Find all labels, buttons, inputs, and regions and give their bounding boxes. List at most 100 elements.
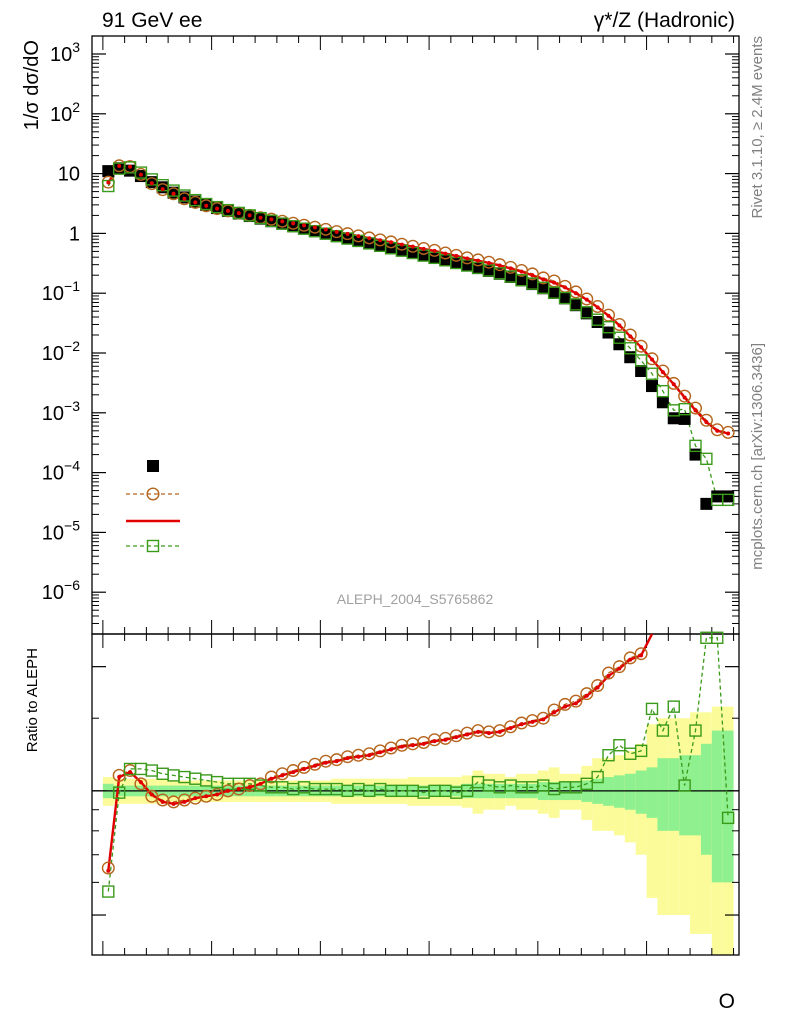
aleph-point (667, 412, 680, 425)
y-tick-base: 1 (69, 223, 80, 245)
herwig7-point (569, 298, 583, 311)
ratio-herwigpp-ueee5-point (486, 731, 491, 736)
herwigpp-ueee5-point (193, 200, 198, 205)
herwigpp-ueee5-point (258, 215, 263, 220)
herwigpp-ueee5-point (639, 345, 644, 350)
legend-marker (146, 539, 160, 553)
ratio-herwigpp-ueee5-point (236, 787, 241, 792)
y-tick-exponent: −1 (64, 278, 80, 294)
ratio-herwigpp-ueee5-point (247, 785, 252, 790)
herwigpp-ueee5-point (628, 334, 633, 339)
uncertainty-band-inner (613, 775, 625, 808)
herwigpp-ueee5-point (519, 269, 524, 274)
y-tick-exponent: −4 (64, 458, 80, 474)
herwigpp-default-point (721, 425, 735, 439)
herwigpp-default-point (667, 376, 681, 390)
ratio-herwigpp-default-point (536, 711, 550, 725)
y-tick-label: 10−6 (42, 577, 80, 604)
uncertainty-band-inner (722, 730, 734, 883)
aleph-point (711, 490, 724, 503)
y-tick-label: 10−1 (42, 278, 80, 305)
herwigpp-ueee5-point (399, 242, 404, 247)
aleph-point (124, 164, 137, 177)
herwigpp-ueee5-point (215, 206, 220, 211)
herwigpp-ueee5-point (497, 263, 502, 268)
herwigpp-ueee5-point (552, 280, 557, 285)
legend (126, 460, 180, 553)
rivet-label: Rivet 3.1.10, ≥ 2.4M events (749, 36, 766, 219)
y-tick-exponent: 2 (72, 99, 80, 115)
herwig7-point (700, 452, 713, 466)
herwigpp-ueee5-point (280, 219, 285, 224)
herwigpp-ueee5-point (573, 291, 578, 296)
herwigpp-ueee5-point (650, 357, 655, 362)
herwigpp-ueee5-point (715, 428, 720, 433)
ratio-herwigpp-ueee5-point (378, 750, 383, 755)
herwigpp-ueee5-point (726, 431, 731, 436)
ratio-herwigpp-ueee5-point (454, 735, 459, 740)
herwigpp-ueee5-point (323, 227, 328, 232)
y-tick-base: 10 (50, 44, 72, 66)
uncertainty-band-inner (700, 743, 712, 855)
aleph-point (102, 165, 115, 178)
herwig7-point (134, 166, 148, 179)
uncertainty-band-inner (679, 755, 691, 836)
herwigpp-ueee5-point (367, 236, 372, 241)
herwigpp-ueee5-point (160, 187, 165, 192)
ratio-herwigpp-ueee5-point (617, 666, 622, 671)
ratio-herwigpp-ueee5-point (149, 792, 154, 797)
aleph-point (559, 292, 572, 305)
herwig7-point (558, 291, 572, 305)
ratio-herwigpp-default-point (569, 694, 583, 708)
herwigpp-ueee5-point (704, 420, 709, 425)
ratio-herwigpp-ueee5-point (606, 673, 611, 678)
ratio-herwig7-point (460, 784, 474, 798)
herwigpp-ueee5-point (465, 256, 470, 261)
ratio-herwigpp-ueee5-point (345, 756, 350, 761)
ratio-herwigpp-ueee5-point (193, 796, 198, 801)
aleph-point (515, 274, 528, 287)
herwigpp-ueee5-point (117, 164, 122, 169)
ratio-herwigpp-ueee5-point (432, 739, 437, 744)
herwig7-point (678, 402, 691, 416)
ratio-herwig7-point (112, 786, 126, 799)
herwigpp-default-point (699, 413, 713, 427)
y-tick-label: 102 (50, 99, 80, 126)
ratio-herwigpp-ueee5-point (530, 719, 535, 724)
ratio-herwigpp-ueee5-point (117, 775, 122, 780)
herwigpp-ueee5-point (530, 273, 535, 278)
aleph-point (624, 351, 637, 364)
aleph-point (678, 412, 691, 425)
header-left: 91 GeV ee (102, 9, 202, 32)
herwigpp-ueee5-point (693, 408, 698, 413)
ratio-herwig7-point (634, 744, 648, 758)
y-tick-label: 10−3 (42, 398, 80, 425)
aleph-point (417, 249, 430, 262)
header-right: γ*/Z (Hadronic) (594, 9, 735, 32)
ratio-herwigpp-ueee5-point (639, 653, 644, 658)
ratio-herwigpp-default-point (101, 861, 115, 875)
ratio-herwig7-point (711, 631, 724, 644)
aleph-point (319, 227, 332, 240)
ratio-herwigpp-ueee5-point (421, 741, 426, 746)
uncertainty-band-inner (624, 773, 636, 810)
ratio-herwig7-point (656, 724, 670, 737)
legend-marker (146, 487, 160, 501)
herwig7-point (602, 321, 615, 334)
aleph-point (700, 497, 713, 510)
uncertainty-band-inner (635, 770, 647, 814)
ratio-herwigpp-ueee5-point (302, 766, 307, 771)
main-frame (91, 35, 740, 635)
ratio-herwigpp-ueee5-point (497, 729, 502, 734)
aleph-point (656, 396, 669, 409)
ratio-herwigpp-ueee5-point (584, 693, 589, 698)
ratio-herwigpp-default-point (547, 703, 561, 717)
y-tick-label: 1 (69, 223, 80, 245)
herwigpp-ueee5-point (454, 253, 459, 258)
aleph-point (308, 225, 321, 238)
ratio-herwigpp-ueee5-point (541, 717, 546, 722)
main-ylabel: 1/σ dσ/dO (21, 40, 43, 130)
herwigpp-ueee5-point (291, 221, 296, 226)
